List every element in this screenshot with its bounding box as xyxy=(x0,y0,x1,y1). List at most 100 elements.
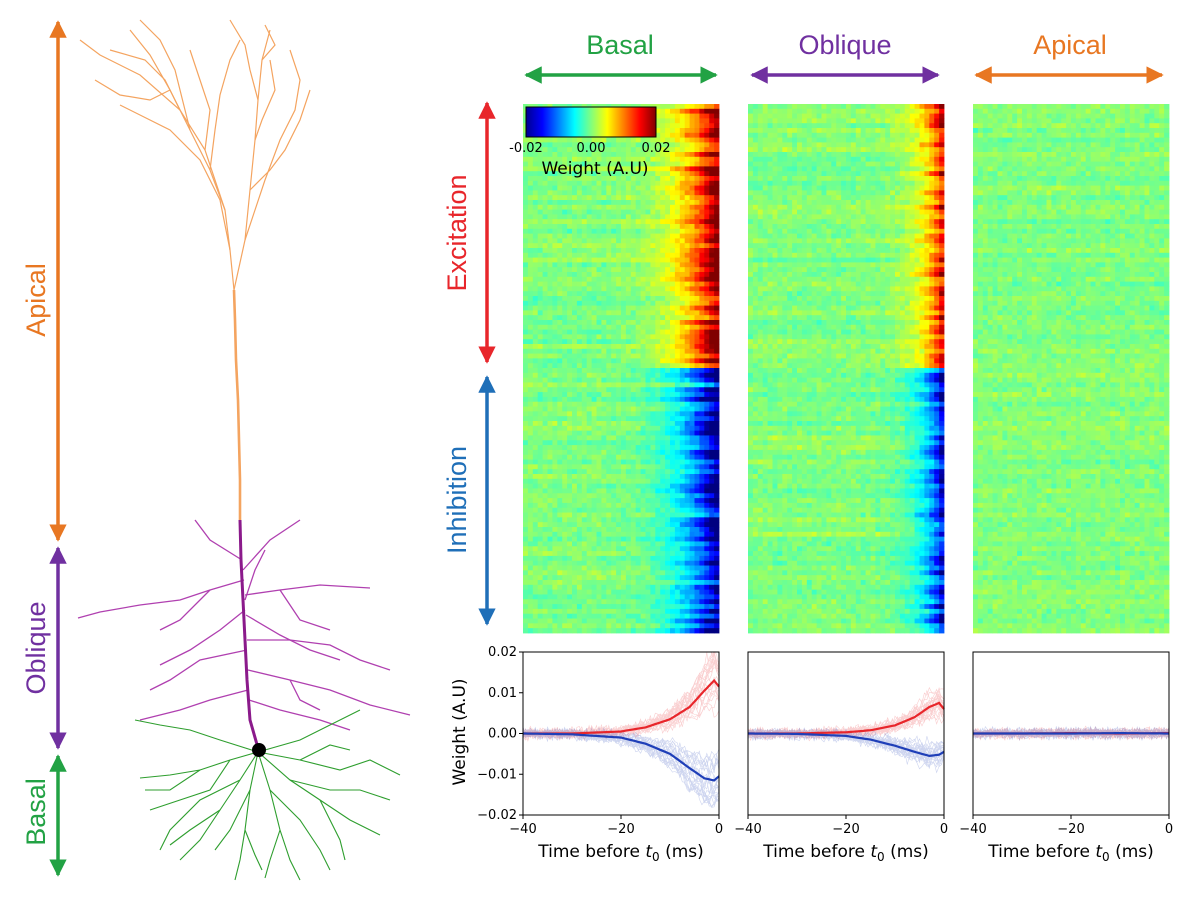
heatmap-cell xyxy=(929,118,935,124)
heatmap-cell xyxy=(650,401,656,407)
heatmap-cell xyxy=(811,132,817,138)
heatmap-cell xyxy=(660,387,666,393)
heatmap-cell xyxy=(601,531,607,538)
heatmap-cell xyxy=(694,449,700,456)
heatmap-cell xyxy=(660,512,666,518)
heatmap-cell xyxy=(581,493,588,499)
heatmap-cell xyxy=(679,195,686,201)
heatmap-cell xyxy=(645,372,651,379)
heatmap-cell xyxy=(567,209,573,215)
heatmap-cell xyxy=(899,147,906,153)
heatmap-cell xyxy=(547,560,553,566)
heatmap-cell xyxy=(645,334,651,340)
heatmap-cell xyxy=(650,488,656,494)
heatmap-cell xyxy=(650,580,656,586)
heatmap-cell xyxy=(523,368,529,374)
heatmap-cell xyxy=(527,161,534,167)
heatmap-cell xyxy=(684,180,690,186)
heatmap-cell xyxy=(581,219,588,225)
heatmap-cell xyxy=(611,565,617,571)
heatmap-cell xyxy=(684,372,690,379)
heatmap-cell xyxy=(596,209,602,215)
heatmap-cell xyxy=(670,348,676,354)
heatmap-cell xyxy=(611,421,617,427)
heatmap-cell xyxy=(572,430,578,436)
heatmap-cell xyxy=(576,339,583,345)
heatmap-cell xyxy=(616,474,622,480)
heatmap-cell xyxy=(660,267,666,273)
heatmap-cell xyxy=(919,161,925,167)
heatmap-cell xyxy=(714,252,720,258)
heatmap-cell xyxy=(875,137,881,143)
heatmap-cell xyxy=(630,353,637,359)
heatmap-cell xyxy=(694,406,700,412)
heatmap-cell xyxy=(532,276,539,282)
heatmap-cell xyxy=(567,599,573,605)
heatmap-cell xyxy=(532,580,539,586)
heatmap-cell xyxy=(552,464,558,470)
heatmap-cell xyxy=(591,243,597,249)
heatmap-cell xyxy=(527,502,534,509)
heatmap-cell xyxy=(537,522,543,528)
heatmap-cell xyxy=(537,156,543,162)
heatmap-cell xyxy=(601,421,607,427)
heatmap-cell xyxy=(645,498,651,504)
heatmap-cell xyxy=(591,238,597,244)
heatmap-cell xyxy=(699,300,705,306)
heatmap-cell xyxy=(532,445,539,451)
heatmap-cell xyxy=(621,243,627,249)
heatmap-cell xyxy=(650,430,656,436)
heatmap-cell xyxy=(601,344,607,350)
heatmap-cell xyxy=(581,517,588,523)
heatmap-cell xyxy=(645,276,651,282)
heatmap-cell xyxy=(704,320,710,326)
heatmap-cell xyxy=(576,608,583,615)
heatmap-cell xyxy=(714,291,720,297)
heatmap-cell xyxy=(714,104,720,110)
heatmap-cell xyxy=(625,551,632,557)
heatmap-cell xyxy=(576,531,583,538)
heatmap-cell xyxy=(714,344,720,350)
heatmap-cell xyxy=(674,224,681,230)
heatmap-cell xyxy=(532,527,539,533)
heatmap-cell xyxy=(576,522,583,528)
heatmap-cell xyxy=(670,152,676,158)
heatmap-cell xyxy=(797,166,803,172)
heatmap-cell xyxy=(855,113,862,119)
heatmap-cell xyxy=(586,377,592,383)
heatmap-cell xyxy=(630,233,637,239)
heatmap-cell xyxy=(640,483,646,489)
heatmap-cell xyxy=(591,498,597,504)
heatmap-cell xyxy=(630,238,637,244)
heatmap-cell xyxy=(523,401,529,407)
heatmap-cell xyxy=(850,118,857,124)
heatmap-cell xyxy=(655,541,661,547)
heatmap-cell xyxy=(709,512,715,518)
heatmap-cell xyxy=(689,152,695,158)
heatmap-cell xyxy=(752,104,759,110)
heatmap-cell xyxy=(772,137,778,143)
heatmap-cell xyxy=(904,166,911,172)
heatmap-cell xyxy=(787,166,793,172)
heatmap-cell xyxy=(630,522,637,528)
heatmap-cell xyxy=(557,425,563,432)
heatmap-cell xyxy=(547,613,553,619)
heatmap-cell xyxy=(670,219,676,225)
heatmap-cell xyxy=(532,416,539,422)
heatmap-cell xyxy=(630,604,637,610)
heatmap-cell xyxy=(899,132,906,138)
heatmap-cell xyxy=(714,478,720,485)
heatmap-cell xyxy=(542,238,548,244)
heatmap-cell xyxy=(689,416,695,422)
heatmap-cell xyxy=(581,425,588,432)
heatmap-cell xyxy=(532,464,539,470)
heatmap-cell xyxy=(552,190,558,196)
heatmap-cell xyxy=(895,142,901,148)
heatmap-cell xyxy=(752,166,759,172)
heatmap-cell xyxy=(523,300,529,306)
heatmap-cell xyxy=(699,382,705,388)
heatmap-cell xyxy=(689,392,695,398)
heatmap-cell xyxy=(630,396,637,403)
heatmap-cell xyxy=(787,128,793,134)
heatmap-cell xyxy=(674,454,681,460)
